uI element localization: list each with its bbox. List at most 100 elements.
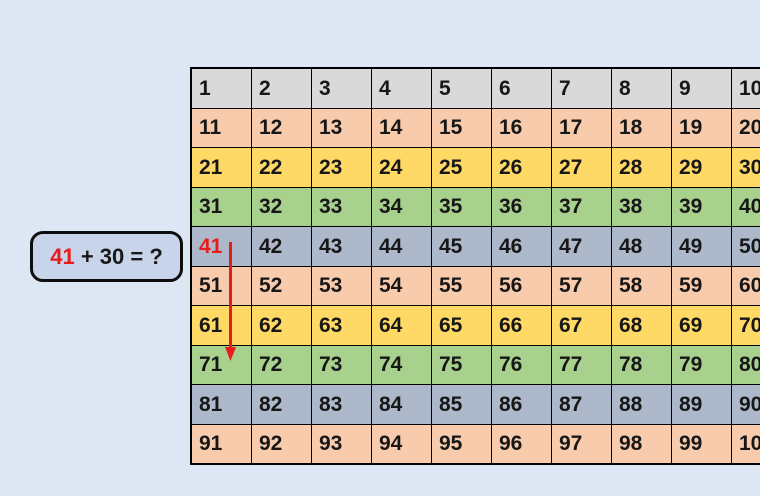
grid-cell-41: 41 <box>190 226 252 267</box>
grid-cell-65: 65 <box>431 305 492 346</box>
grid-cell-25: 25 <box>431 147 492 188</box>
grid-cell-4: 4 <box>371 67 432 109</box>
grid-cell-16: 16 <box>491 107 552 148</box>
grid-cell-77: 77 <box>551 344 612 385</box>
equation-box: 41 + 30 = ? <box>30 231 183 282</box>
grid-cell-27: 27 <box>551 147 612 188</box>
grid-cell-38: 38 <box>611 186 672 227</box>
grid-cell-58: 58 <box>611 265 672 306</box>
grid-cell-85: 85 <box>431 384 492 425</box>
grid-cell-48: 48 <box>611 226 672 267</box>
grid-cell-96: 96 <box>491 423 552 465</box>
grid-cell-73: 73 <box>311 344 372 385</box>
grid-cell-67: 67 <box>551 305 612 346</box>
chart-row: 41 42 43 44 45 46 47 48 49 50 <box>190 226 760 267</box>
grid-cell-89: 89 <box>671 384 732 425</box>
grid-cell-17: 17 <box>551 107 612 148</box>
grid-cell-56: 56 <box>491 265 552 306</box>
grid-cell-30: 30 <box>731 147 760 188</box>
grid-cell-18: 18 <box>611 107 672 148</box>
grid-cell-93: 93 <box>311 423 372 465</box>
grid-cell-8: 8 <box>611 67 672 109</box>
grid-cell-87: 87 <box>551 384 612 425</box>
grid-cell-19: 19 <box>671 107 732 148</box>
grid-cell-23: 23 <box>311 147 372 188</box>
grid-cell-15: 15 <box>431 107 492 148</box>
grid-cell-90: 90 <box>731 384 760 425</box>
grid-cell-70: 70 <box>731 305 760 346</box>
grid-cell-33: 33 <box>311 186 372 227</box>
grid-cell-68: 68 <box>611 305 672 346</box>
grid-cell-60: 60 <box>731 265 760 306</box>
grid-cell-32: 32 <box>251 186 312 227</box>
grid-cell-97: 97 <box>551 423 612 465</box>
grid-cell-88: 88 <box>611 384 672 425</box>
grid-cell-45: 45 <box>431 226 492 267</box>
grid-cell-84: 84 <box>371 384 432 425</box>
grid-cell-62: 62 <box>251 305 312 346</box>
grid-cell-78: 78 <box>611 344 672 385</box>
grid-cell-37: 37 <box>551 186 612 227</box>
grid-cell-26: 26 <box>491 147 552 188</box>
chart-row: 919293949596979899100 <box>190 423 760 465</box>
grid-cell-99: 99 <box>671 423 732 465</box>
grid-cell-9: 9 <box>671 67 732 109</box>
grid-cell-71: 71 <box>190 344 252 385</box>
grid-cell-2: 2 <box>251 67 312 109</box>
grid-cell-10: 10 <box>731 67 760 109</box>
grid-cell-50: 50 <box>731 226 760 267</box>
grid-cell-57: 57 <box>551 265 612 306</box>
grid-cell-36: 36 <box>491 186 552 227</box>
equation-rest: + 30 = ? <box>74 243 163 269</box>
grid-cell-42: 42 <box>251 226 312 267</box>
grid-cell-51: 51 <box>190 265 252 306</box>
grid-cell-6: 6 <box>491 67 552 109</box>
chart-row: 81 82 83 84 85 86 87 88 89 90 <box>190 384 760 425</box>
grid-cell-22: 22 <box>251 147 312 188</box>
grid-cell-72: 72 <box>251 344 312 385</box>
grid-cell-47: 47 <box>551 226 612 267</box>
grid-cell-59: 59 <box>671 265 732 306</box>
grid-cell-14: 14 <box>371 107 432 148</box>
grid-cell-40: 40 <box>731 186 760 227</box>
grid-cell-52: 52 <box>251 265 312 306</box>
chart-row: 11 12 13 14 15 16 17 18 19 20 <box>190 107 760 148</box>
grid-cell-82: 82 <box>251 384 312 425</box>
grid-cell-13: 13 <box>311 107 372 148</box>
grid-cell-44: 44 <box>371 226 432 267</box>
grid-cell-3: 3 <box>311 67 372 109</box>
grid-cell-91: 91 <box>190 423 252 465</box>
grid-cell-64: 64 <box>371 305 432 346</box>
grid-cell-81: 81 <box>190 384 252 425</box>
grid-cell-39: 39 <box>671 186 732 227</box>
hundreds-chart-table: 1 2 3 4 5 6 7 8 9 10 11 12 13 14 15 16 17 18 19 20 21 22 23 24 2… <box>190 67 760 465</box>
grid-cell-49: 49 <box>671 226 732 267</box>
grid-cell-21: 21 <box>190 147 252 188</box>
grid-cell-11: 11 <box>190 107 252 148</box>
chart-row: 61 62 63 64 65 66 67 68 69 70 <box>190 305 760 346</box>
grid-cell-63: 63 <box>311 305 372 346</box>
grid-cell-7: 7 <box>551 67 612 109</box>
grid-cell-80: 80 <box>731 344 760 385</box>
chart-row: 31 32 33 34 35 36 37 38 39 40 <box>190 186 760 227</box>
grid-cell-86: 86 <box>491 384 552 425</box>
grid-cell-74: 74 <box>371 344 432 385</box>
grid-cell-61: 61 <box>190 305 252 346</box>
grid-cell-94: 94 <box>371 423 432 465</box>
grid-cell-98: 98 <box>611 423 672 465</box>
grid-cell-76: 76 <box>491 344 552 385</box>
grid-cell-53: 53 <box>311 265 372 306</box>
grid-cell-24: 24 <box>371 147 432 188</box>
grid-cell-29: 29 <box>671 147 732 188</box>
grid-cell-92: 92 <box>251 423 312 465</box>
grid-cell-46: 46 <box>491 226 552 267</box>
grid-cell-31: 31 <box>190 186 252 227</box>
equation-addend-highlight: 41 <box>50 243 75 269</box>
grid-cell-66: 66 <box>491 305 552 346</box>
hundreds-chart-body: 1 2 3 4 5 6 7 8 9 10 11 12 13 14 15 16 17 18 19 20 21 22 23 24 2… <box>190 67 760 465</box>
grid-cell-28: 28 <box>611 147 672 188</box>
grid-cell-5: 5 <box>431 67 492 109</box>
grid-cell-12: 12 <box>251 107 312 148</box>
grid-cell-43: 43 <box>311 226 372 267</box>
